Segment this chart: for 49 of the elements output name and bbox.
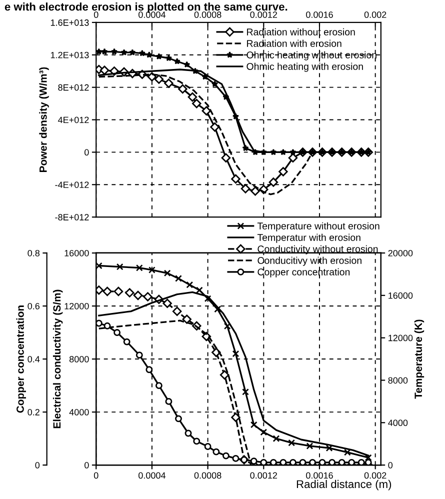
x-tick-label: 0.0016 [306, 472, 333, 479]
y-tick-label: 0 [84, 149, 89, 156]
y-tick-label: 4E+012 [58, 116, 89, 124]
y3-tick-label: 0.6 [28, 302, 40, 310]
legend-label: Radiation without erosion [247, 28, 355, 36]
y-tick-label: 4000 [69, 409, 89, 416]
x-tick-label: 0 [94, 12, 98, 18]
legend-label: Copper concentration [258, 268, 350, 278]
y3-tick-label: 0 [35, 462, 40, 468]
y3-tick-label: 0.8 [28, 250, 40, 256]
y3-tick-label: 0.4 [28, 356, 40, 362]
legend-label: Ohmic heating without erosion [246, 51, 376, 60]
x-axis-title: Radial distance (m) [296, 480, 392, 490]
y2-tick-label: 0 [388, 462, 393, 468]
y-axis-title: Power density (W/m³) [39, 67, 49, 172]
y-axis-title: Electrical conductivity (S/m) [52, 290, 63, 428]
x-tick-label: 0.0012 [250, 472, 278, 479]
x-tick-label: 0.0016 [306, 12, 333, 18]
y-tick-label: 1.6E+013 [50, 19, 89, 26]
y-tick-label: -8E+012 [55, 214, 89, 220]
x-tick-label: 0.0004 [138, 472, 166, 479]
legend-label: Temperatur with erosion [257, 234, 360, 243]
legend-label: Conducitivy with erosion [258, 256, 362, 266]
y2-tick-label: 16000 [388, 292, 413, 299]
y-tick-label: 12000 [64, 302, 89, 310]
x-tick-label: 0.002 [364, 12, 386, 18]
x-tick-label: 0.0004 [138, 12, 166, 18]
x-tick-label: 0.0008 [194, 12, 222, 18]
x-tick-label: 0.0008 [194, 472, 222, 479]
text: e with electrode erosion is plotted on the same curve. [4, 2, 288, 13]
legend-label: Temperature without erosion [257, 222, 380, 232]
x-tick-label: 0.0012 [250, 12, 278, 18]
x-tick-label: 0.002 [364, 472, 386, 479]
legend-label: Ohmic heating with erosion [246, 62, 363, 72]
legend-label: Radiation with erosion [247, 40, 342, 47]
y2-tick-label: 12000 [388, 334, 413, 342]
y-tick-label: 16000 [64, 250, 89, 256]
y-tick-label: 8E+012 [58, 84, 89, 91]
y2-tick-label: 4000 [388, 420, 408, 426]
y2-axis-title: Temperature (K) [414, 320, 424, 399]
y2-tick-label: 20000 [388, 250, 413, 256]
y-tick-label: 8000 [69, 356, 89, 362]
y3-axis-title: Copper concentration [16, 306, 26, 413]
y2-tick-label: 8000 [388, 377, 408, 384]
y-tick-label: 0 [84, 462, 89, 468]
y-tick-label: 1.2E+013 [50, 52, 89, 58]
y3-tick-label: 0.2 [28, 409, 40, 416]
x-tick-label: 0 [94, 472, 98, 479]
y-tick-label: -4E+012 [55, 182, 89, 188]
